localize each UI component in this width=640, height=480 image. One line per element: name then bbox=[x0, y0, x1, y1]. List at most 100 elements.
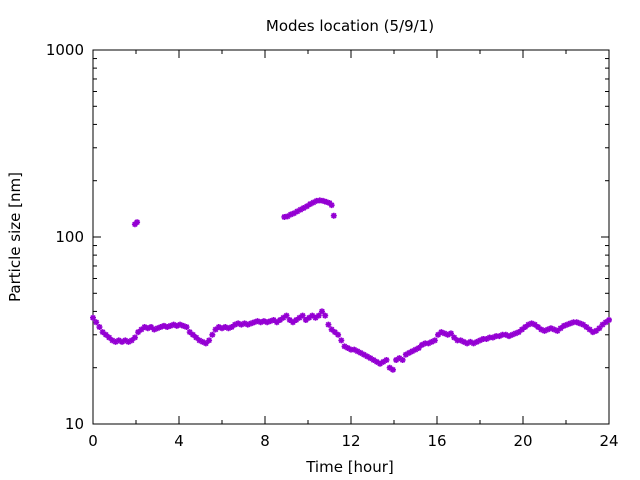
data-point bbox=[148, 324, 155, 331]
data-point bbox=[493, 333, 500, 340]
data-point bbox=[554, 327, 561, 334]
data-point bbox=[470, 340, 477, 347]
data-point bbox=[341, 343, 348, 350]
data-point bbox=[593, 327, 600, 334]
data-point bbox=[96, 324, 103, 331]
data-point bbox=[283, 312, 290, 319]
data-point bbox=[316, 197, 323, 204]
data-point bbox=[173, 322, 180, 329]
data-point bbox=[303, 203, 310, 210]
data-point bbox=[367, 355, 374, 362]
data-point bbox=[409, 348, 416, 355]
data-point bbox=[235, 320, 242, 327]
data-point bbox=[115, 337, 122, 344]
x-tick-label: 20 bbox=[513, 432, 532, 450]
data-point bbox=[294, 208, 301, 215]
data-point bbox=[128, 337, 135, 344]
x-tick-label: 24 bbox=[599, 432, 618, 450]
data-point bbox=[473, 338, 480, 345]
data-point bbox=[602, 319, 609, 326]
data-point bbox=[209, 331, 216, 338]
axis-tick-labels: 0 4 8 12 16 20 24 10 100 1000 bbox=[46, 41, 619, 450]
data-point bbox=[525, 321, 532, 328]
data-point bbox=[383, 356, 390, 363]
data-point bbox=[428, 338, 435, 345]
data-point bbox=[418, 341, 425, 348]
data-point bbox=[583, 324, 590, 331]
data-point bbox=[551, 326, 558, 333]
data-point bbox=[310, 199, 317, 206]
data-point bbox=[254, 318, 261, 325]
chart-title: Modes location (5/9/1) bbox=[266, 17, 434, 35]
data-point bbox=[357, 349, 364, 356]
data-point bbox=[219, 325, 225, 332]
data-point bbox=[215, 324, 222, 331]
data-point bbox=[141, 324, 148, 331]
data-point bbox=[248, 320, 255, 327]
data-point bbox=[547, 325, 554, 332]
data-point bbox=[225, 325, 232, 332]
data-point bbox=[441, 330, 448, 337]
data-point bbox=[435, 331, 442, 338]
data-point bbox=[109, 337, 116, 344]
data-point bbox=[344, 344, 351, 351]
data-point bbox=[138, 326, 145, 333]
data-point bbox=[322, 312, 329, 319]
data-point bbox=[293, 316, 300, 323]
x-tick-label: 4 bbox=[174, 432, 184, 450]
data-point bbox=[291, 210, 298, 217]
data-point bbox=[286, 316, 293, 323]
data-point bbox=[273, 319, 280, 326]
data-point bbox=[499, 331, 506, 338]
data-point bbox=[102, 331, 109, 338]
data-point bbox=[512, 330, 519, 337]
data-point bbox=[312, 314, 319, 321]
data-point bbox=[599, 321, 606, 328]
data-point bbox=[399, 356, 406, 363]
data-point bbox=[244, 321, 251, 328]
data-point bbox=[212, 326, 219, 333]
data-point bbox=[328, 326, 335, 333]
data-point bbox=[202, 340, 209, 347]
data-point bbox=[280, 314, 287, 321]
data-point bbox=[281, 213, 288, 220]
data-point bbox=[460, 338, 467, 345]
data-point bbox=[183, 324, 190, 331]
data-point bbox=[538, 326, 545, 333]
data-point bbox=[122, 337, 129, 344]
x-tick-label: 12 bbox=[341, 432, 360, 450]
data-point bbox=[502, 331, 509, 338]
data-point bbox=[528, 320, 535, 327]
data-point bbox=[438, 329, 445, 336]
y-axis-label: Particle size [nm] bbox=[6, 172, 24, 302]
data-point bbox=[284, 213, 291, 220]
data-point bbox=[396, 355, 403, 362]
data-point bbox=[464, 340, 471, 347]
data-point bbox=[180, 322, 187, 329]
data-point bbox=[228, 324, 235, 331]
data-point bbox=[496, 333, 503, 340]
data-point bbox=[196, 337, 203, 344]
data-point bbox=[296, 314, 303, 321]
y-tick-label: 10 bbox=[65, 415, 84, 433]
data-point bbox=[348, 346, 354, 353]
data-point bbox=[99, 329, 106, 336]
data-point bbox=[289, 319, 296, 326]
data-point bbox=[451, 334, 458, 341]
data-point bbox=[112, 338, 119, 345]
data-point bbox=[580, 321, 587, 328]
data-point bbox=[315, 312, 322, 319]
data-point bbox=[206, 337, 213, 344]
data-point bbox=[567, 320, 574, 327]
data-point bbox=[406, 349, 413, 356]
data-point bbox=[486, 334, 493, 341]
data-point bbox=[313, 197, 320, 204]
data-point bbox=[299, 312, 306, 319]
x-tick-label: 16 bbox=[427, 432, 446, 450]
y-tick-label: 1000 bbox=[46, 41, 84, 59]
data-point bbox=[330, 212, 337, 219]
data-point bbox=[297, 206, 304, 213]
data-point bbox=[135, 329, 142, 336]
data-point bbox=[241, 320, 248, 327]
